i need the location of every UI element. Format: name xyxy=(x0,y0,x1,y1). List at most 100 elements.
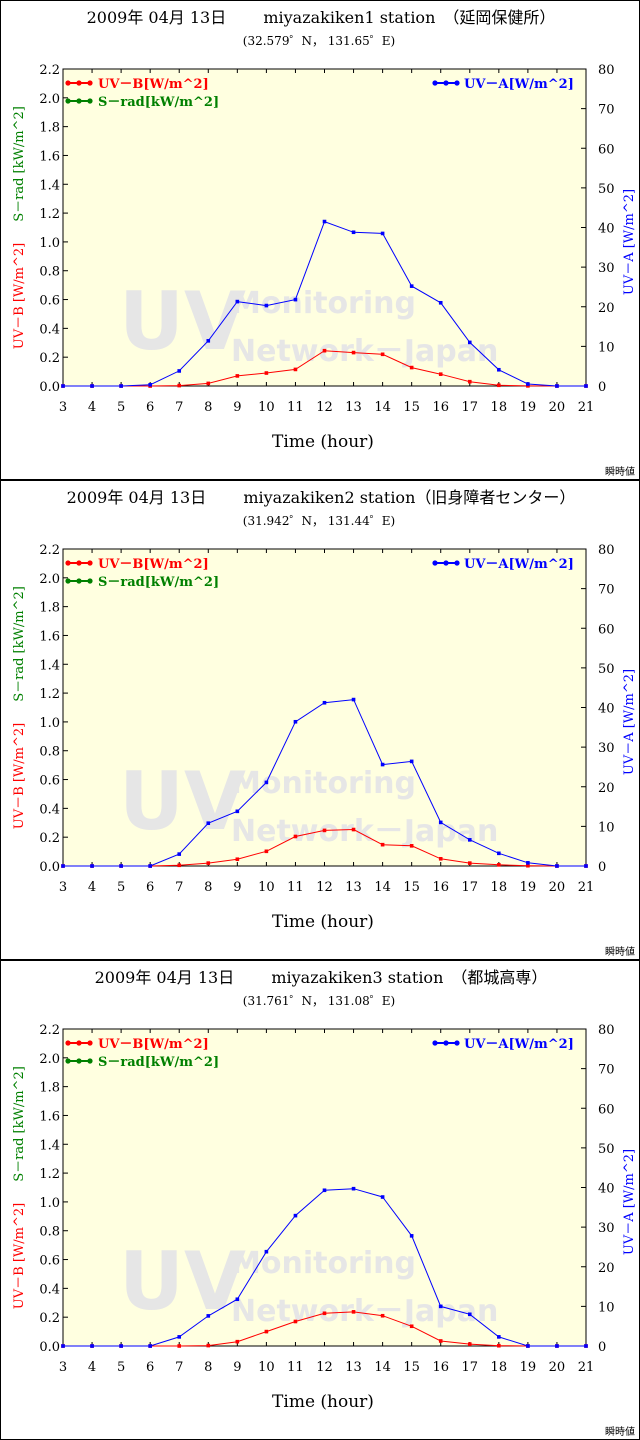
y-tick-label-left: 0.6 xyxy=(39,294,60,309)
legend-marker xyxy=(76,578,82,584)
legend-marker xyxy=(76,1058,82,1064)
data-point xyxy=(584,864,588,868)
legend-marker xyxy=(432,560,438,566)
y-tick-label-left: 0.4 xyxy=(39,322,60,337)
data-point xyxy=(467,838,472,842)
data-point xyxy=(526,1344,530,1348)
chart-panel: UV Monitoring Network－Japan 2009年 04月 13日 m… xyxy=(0,480,640,960)
data-point xyxy=(177,1344,182,1348)
corner-label: 瞬時値 xyxy=(605,945,635,958)
corner-label: 瞬時値 xyxy=(605,1425,635,1438)
plot-area xyxy=(63,69,586,386)
y-tick-label-left: 1.6 xyxy=(39,629,60,644)
data-point xyxy=(351,1310,356,1314)
x-tick-label: 18 xyxy=(491,880,508,895)
x-tick-label: 11 xyxy=(287,400,304,415)
legend-srad: S－rad[kW/m^2] xyxy=(65,575,219,590)
data-point xyxy=(322,1188,327,1193)
chart-title: 2009年 04月 13日 miyazakiken3 station （都城高専… xyxy=(95,968,548,987)
legend-marker xyxy=(443,80,449,86)
y-tick-label-right: 20 xyxy=(598,301,615,316)
y-tick-label-right: 80 xyxy=(598,543,615,558)
data-point xyxy=(235,1297,240,1302)
legend-marker xyxy=(87,98,93,104)
data-point xyxy=(409,759,414,764)
data-point xyxy=(438,372,443,376)
legend-label: UV－B[W/m^2] xyxy=(98,1037,209,1052)
x-tick-label: 8 xyxy=(204,880,212,895)
x-tick-label: 19 xyxy=(520,400,537,415)
x-tick-label: 19 xyxy=(520,1360,537,1375)
legend-label: S－rad[kW/m^2] xyxy=(98,1055,219,1070)
data-point xyxy=(526,384,530,388)
x-tick-label: 4 xyxy=(88,400,96,415)
legend-uvb: UV－B[W/m^2] xyxy=(65,1037,209,1052)
data-point xyxy=(526,863,530,868)
x-tick-label: 18 xyxy=(491,1360,508,1375)
y-tick-label-left: 0.8 xyxy=(39,745,60,760)
series-uva xyxy=(61,1186,588,1348)
watermark-uv: UV xyxy=(119,1235,246,1328)
x-tick-label: 14 xyxy=(374,880,391,895)
y-tick-label-right: 70 xyxy=(598,103,615,118)
y-tick-label-left: 1.0 xyxy=(39,236,60,251)
data-point xyxy=(322,219,327,224)
data-point xyxy=(351,697,356,702)
data-point xyxy=(497,851,501,856)
data-point xyxy=(61,384,65,388)
data-point xyxy=(467,1312,472,1317)
y-tick-label-left: 1.4 xyxy=(39,1138,60,1153)
y-tick-label-left: 0.0 xyxy=(39,380,60,395)
x-tick-label: 10 xyxy=(258,400,275,415)
data-point xyxy=(148,1344,152,1348)
y-tick-label-right: 50 xyxy=(598,182,615,197)
x-tick-label: 8 xyxy=(204,1360,212,1375)
data-point xyxy=(438,300,443,305)
x-tick-label: 4 xyxy=(88,880,96,895)
legend-marker xyxy=(432,1040,438,1046)
plot-area xyxy=(63,1029,586,1346)
series-uva xyxy=(61,697,588,868)
y-tick-label-left: 1.4 xyxy=(39,658,60,673)
x-tick-label: 6 xyxy=(146,880,154,895)
legend-srad: S－rad[kW/m^2] xyxy=(65,1055,219,1070)
data-point xyxy=(409,284,414,288)
data-point xyxy=(177,383,182,388)
x-tick-label: 17 xyxy=(462,880,479,895)
y-tick-label-left: 2.0 xyxy=(39,572,60,587)
legend-label: S－rad[kW/m^2] xyxy=(98,575,219,590)
y-tick-label-right: 80 xyxy=(598,63,615,78)
chart-panel: UV Monitoring Network－Japan 2009年 04月 13日 m… xyxy=(0,0,640,480)
watermark-network: Network－Japan xyxy=(231,814,498,849)
data-point xyxy=(264,849,269,854)
data-point xyxy=(90,384,94,388)
y-tick-label-left: 0.2 xyxy=(39,351,60,366)
legend-marker xyxy=(443,560,449,566)
chart-subtitle: (32.579゜N， 131.65゜E) xyxy=(243,34,395,48)
legend-marker xyxy=(76,1040,82,1046)
x-tick-label: 3 xyxy=(59,880,67,895)
watermark-monitoring: Monitoring xyxy=(231,766,416,801)
y-tick-label-right: 70 xyxy=(598,1063,615,1078)
data-point xyxy=(293,1213,298,1218)
y-axis-label-uva: UV－A [W/m^2] xyxy=(622,1149,637,1255)
data-point xyxy=(322,828,327,833)
data-point xyxy=(322,348,327,353)
legend-marker xyxy=(65,560,71,566)
y-tick-label-left: 0.4 xyxy=(39,1282,60,1297)
x-tick-label: 21 xyxy=(578,1360,595,1375)
y-tick-label-left: 0.6 xyxy=(39,1254,60,1269)
legend-label: UV－B[W/m^2] xyxy=(98,77,209,92)
x-tick-label: 5 xyxy=(117,400,125,415)
y-tick-label-left: 1.4 xyxy=(39,178,60,193)
x-tick-label: 19 xyxy=(520,880,537,895)
data-point xyxy=(409,1234,414,1238)
watermark-network: Network－Japan xyxy=(231,1294,498,1329)
x-axis-label: Time (hour) xyxy=(272,1392,374,1412)
y-tick-label-left: 0.0 xyxy=(39,1340,60,1355)
chart-subtitle: (31.761゜N， 131.08゜E) xyxy=(243,994,395,1008)
legend-label: UV－B[W/m^2] xyxy=(98,557,209,572)
data-point xyxy=(293,1319,298,1324)
data-point xyxy=(206,1343,211,1348)
y-tick-label-left: 0.2 xyxy=(39,831,60,846)
